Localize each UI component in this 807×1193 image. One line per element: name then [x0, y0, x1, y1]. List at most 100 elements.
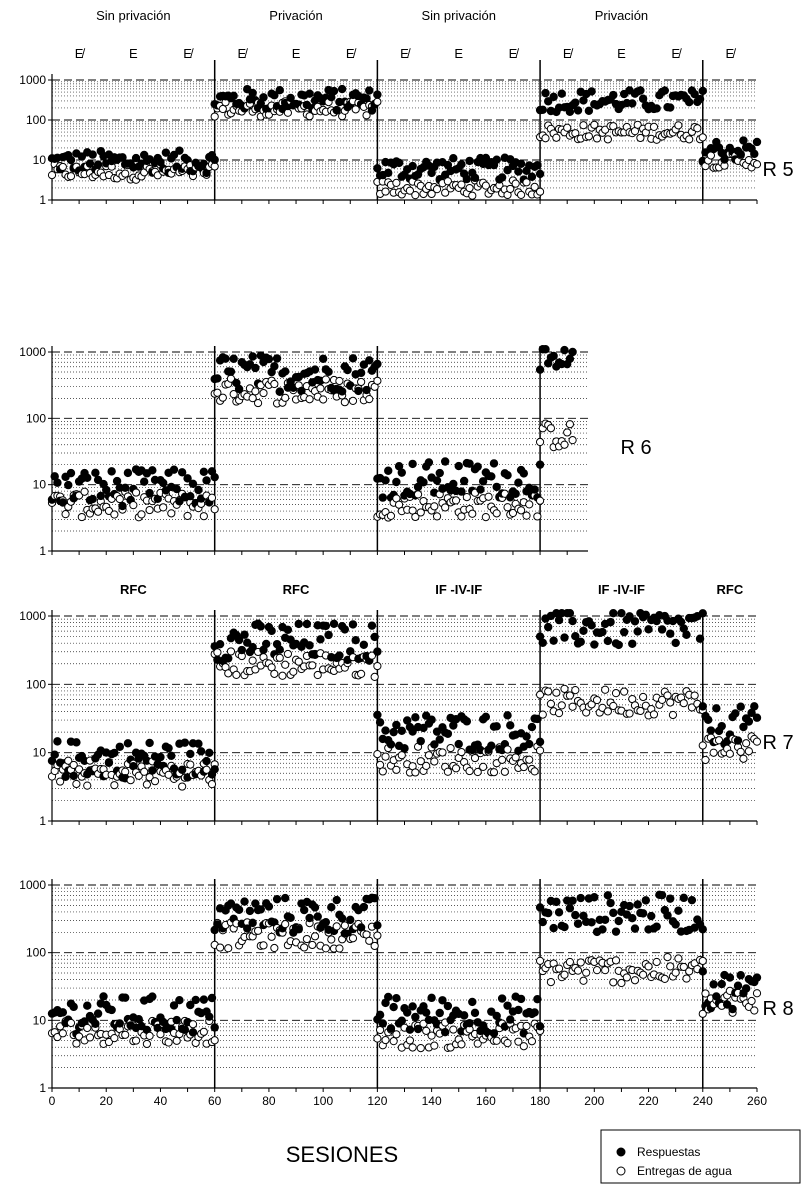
water-point	[552, 133, 561, 142]
response-point	[516, 994, 526, 1004]
response-point	[459, 1011, 469, 1020]
response-point	[606, 617, 615, 627]
response-point	[316, 635, 325, 644]
water-point	[381, 187, 390, 196]
water-point	[522, 511, 531, 520]
response-point	[440, 457, 450, 466]
response-point	[400, 744, 409, 753]
response-point	[497, 994, 507, 1003]
condition-label: IF -IV-IF	[598, 582, 645, 597]
water-point	[422, 761, 431, 770]
water-point	[232, 670, 241, 679]
response-point	[199, 995, 209, 1004]
water-point	[533, 512, 542, 521]
response-point	[571, 910, 580, 920]
water-point	[80, 487, 89, 496]
response-point	[280, 893, 290, 903]
water-point	[131, 1036, 141, 1045]
water-point	[698, 741, 707, 750]
response-point	[739, 136, 748, 145]
water-point	[340, 398, 349, 407]
water-point	[530, 182, 539, 191]
response-point	[647, 911, 656, 921]
response-point	[525, 739, 534, 749]
response-point	[736, 149, 745, 159]
response-point	[172, 484, 181, 494]
water-point	[430, 757, 439, 766]
response-point	[392, 477, 401, 487]
response-point	[657, 890, 667, 900]
water-point	[620, 687, 629, 696]
response-point	[744, 717, 754, 726]
response-point	[370, 894, 379, 903]
response-point	[408, 161, 417, 171]
water-point	[110, 1033, 119, 1043]
water-point	[666, 698, 675, 707]
response-point	[511, 489, 520, 498]
water-point	[563, 428, 572, 437]
water-point	[725, 749, 734, 758]
response-point	[167, 751, 176, 761]
water-point	[468, 191, 477, 200]
water-point	[327, 935, 336, 944]
response-point	[321, 621, 331, 631]
response-point	[403, 1008, 412, 1017]
response-point	[674, 906, 683, 915]
x-tick-label: 180	[530, 1094, 550, 1108]
water-point	[535, 437, 545, 447]
water-point	[137, 510, 146, 519]
response-point	[722, 1000, 732, 1009]
water-point	[525, 755, 534, 764]
response-point	[666, 103, 675, 112]
water-point	[126, 776, 135, 785]
x-tick-label: 200	[584, 1094, 604, 1108]
response-point	[603, 636, 613, 646]
y-tick-label: 10	[33, 153, 47, 167]
response-point	[549, 92, 558, 102]
water-point	[397, 751, 406, 760]
response-point	[88, 150, 97, 159]
response-point	[365, 86, 374, 95]
water-point	[156, 1030, 165, 1039]
water-point	[611, 689, 621, 698]
response-point	[99, 992, 108, 1001]
response-point	[148, 992, 157, 1001]
response-point	[492, 722, 501, 731]
response-point	[419, 478, 428, 487]
response-point	[652, 922, 661, 931]
water-point	[283, 108, 293, 117]
response-point	[443, 1001, 453, 1011]
water-point	[752, 160, 762, 169]
response-point	[188, 479, 198, 488]
response-point	[470, 173, 480, 183]
response-point	[527, 722, 537, 732]
water-point	[134, 771, 143, 780]
response-point	[305, 89, 314, 98]
response-point	[53, 737, 62, 746]
response-point	[224, 654, 233, 663]
response-point	[549, 923, 558, 933]
subject-label: R 7	[762, 732, 793, 754]
water-point	[576, 958, 585, 967]
response-point	[695, 94, 705, 104]
response-point	[454, 739, 463, 749]
response-point	[538, 638, 547, 647]
response-point	[644, 625, 653, 634]
water-point	[508, 508, 518, 518]
response-point	[609, 90, 618, 100]
water-point	[663, 952, 672, 962]
water-point	[489, 768, 499, 777]
water-point	[492, 1036, 501, 1045]
water-point	[199, 512, 208, 521]
response-point	[611, 927, 621, 936]
water-point	[351, 105, 360, 114]
response-point	[736, 971, 745, 980]
water-point	[546, 978, 556, 987]
response-point	[365, 356, 374, 365]
response-point	[177, 468, 187, 477]
response-point	[370, 632, 379, 642]
water-point	[357, 377, 366, 387]
response-point	[514, 1005, 523, 1015]
response-point	[408, 1002, 417, 1011]
panel-r5: 1 10 100 1000 R 5	[19, 60, 794, 207]
